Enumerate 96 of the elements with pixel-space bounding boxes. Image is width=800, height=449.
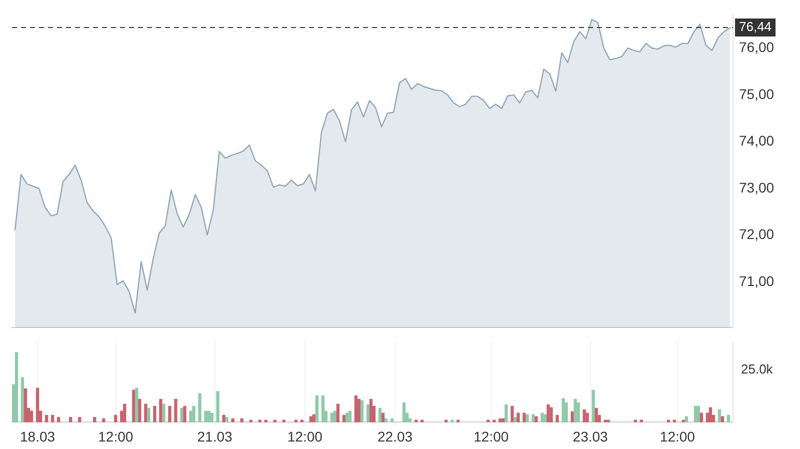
- bar: [534, 416, 538, 422]
- bar: [24, 388, 28, 422]
- bar: [330, 412, 334, 422]
- bar: [36, 388, 40, 422]
- bar: [546, 404, 550, 422]
- bar: [135, 388, 138, 422]
- bar: [570, 411, 574, 422]
- x-tick-label: 22.03: [378, 428, 413, 444]
- bar: [582, 409, 586, 422]
- x-tick-label: 12:00: [474, 428, 509, 444]
- ref-line-label: 76,44: [739, 19, 772, 34]
- bar: [708, 407, 712, 422]
- bar: [700, 412, 704, 422]
- bar: [345, 412, 349, 422]
- bar: [210, 412, 214, 422]
- bar: [69, 416, 72, 422]
- bar: [540, 412, 544, 422]
- bar: [168, 406, 172, 422]
- text: 25.0k: [741, 362, 774, 377]
- y-tick-label: 71,00: [739, 273, 774, 290]
- bar: [138, 398, 142, 422]
- bar: [556, 414, 559, 422]
- bar: [348, 410, 352, 422]
- bar: [123, 404, 126, 422]
- bar: [192, 406, 196, 422]
- bar: [694, 406, 698, 422]
- y-tick-label: 72,00: [739, 226, 774, 242]
- bar: [586, 412, 589, 422]
- bar: [360, 400, 364, 422]
- bar: [550, 407, 553, 422]
- bar: [562, 398, 565, 422]
- bar: [510, 406, 514, 422]
- bar: [312, 414, 316, 422]
- bar: [592, 390, 595, 422]
- bar: [594, 408, 598, 422]
- bar: [504, 404, 508, 422]
- bar: [718, 409, 722, 422]
- bar: [321, 395, 325, 422]
- bar: [522, 412, 526, 422]
- bar: [180, 408, 184, 422]
- bar: [44, 414, 48, 422]
- x-tick-label: 21.03: [197, 428, 233, 444]
- bar: [14, 352, 18, 422]
- bar: [56, 416, 60, 422]
- bar: [336, 404, 340, 422]
- bar: [159, 398, 162, 422]
- bar: [222, 414, 226, 422]
- y-tick-label: 76,00: [739, 38, 774, 55]
- bar: [564, 402, 568, 422]
- x-tick-label: 12:00: [287, 428, 323, 444]
- y-tick-label: 75,00: [739, 86, 774, 102]
- bar: [342, 414, 346, 422]
- bar: [532, 414, 535, 422]
- bar: [114, 414, 118, 422]
- x-tick-label: 12:00: [660, 428, 696, 444]
- bar: [544, 414, 547, 422]
- bar: [240, 418, 244, 422]
- bar: [231, 418, 234, 422]
- bar: [354, 395, 358, 422]
- bar: [204, 410, 208, 422]
- bar: [162, 404, 166, 422]
- y-tick-label: 74,00: [739, 132, 774, 149]
- bar: [147, 408, 150, 422]
- bar: [514, 416, 517, 422]
- bar: [198, 393, 202, 422]
- bar: [696, 406, 700, 422]
- bar: [50, 414, 54, 422]
- y-tick-label: 73,00: [739, 179, 774, 196]
- x-tick-label: 18.03: [20, 428, 56, 444]
- bar: [225, 416, 228, 422]
- bar: [216, 391, 220, 422]
- bar: [369, 398, 373, 422]
- bar: [366, 404, 370, 422]
- bar: [78, 416, 82, 422]
- bar: [516, 412, 520, 422]
- bar: [183, 406, 186, 422]
- bar: [606, 420, 610, 422]
- bar: [315, 395, 319, 422]
- bar: [357, 398, 361, 422]
- x-tick-label: 12:00: [98, 428, 134, 444]
- bar: [93, 416, 96, 422]
- bar: [20, 377, 24, 422]
- bar: [526, 414, 529, 422]
- bar: [333, 410, 337, 422]
- bar: [153, 406, 156, 422]
- bar: [30, 410, 34, 422]
- bar: [576, 402, 580, 422]
- bar: [574, 398, 577, 422]
- bar: [378, 408, 382, 422]
- bar: [726, 414, 730, 422]
- bar: [381, 412, 385, 422]
- bar: [132, 390, 136, 422]
- bar: [402, 402, 406, 422]
- bar: [174, 398, 178, 422]
- bar: [144, 404, 148, 422]
- x-tick-label: 23.03: [572, 428, 608, 444]
